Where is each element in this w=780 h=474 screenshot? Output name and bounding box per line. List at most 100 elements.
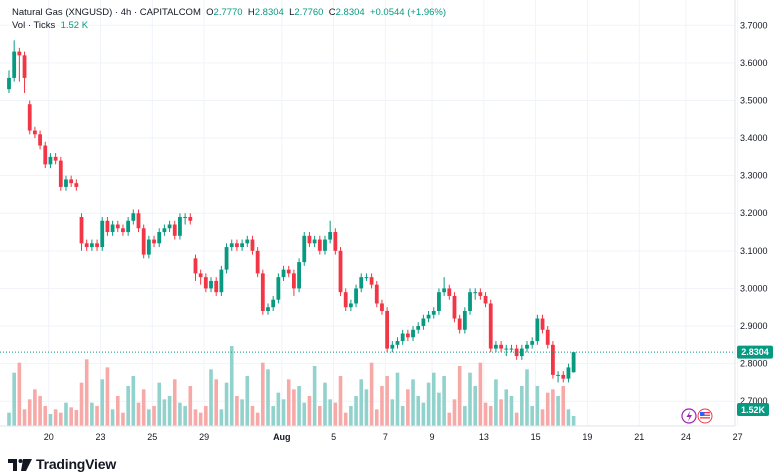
candle-body [431,310,436,315]
volume-bar [69,407,73,426]
time-tick-label: 9 [430,432,435,442]
volume-bar [509,396,514,426]
volume-bar [323,382,327,426]
volume-legend-value: 1.52 K [60,20,89,31]
volume-bar [22,409,27,426]
price-axis[interactable]: 3.7000 3.6000 3.5000 3.4000 3.3000 3.2000 3.10… [740,20,768,406]
time-tick-label: 29 [199,432,209,442]
candle-body [33,130,37,135]
price-tick-label: 3.1000 [740,246,768,256]
candle-body [141,228,146,255]
volume-bar [395,372,400,426]
candle-body [545,329,550,345]
volume-bar [198,412,203,426]
candle-body [462,310,467,330]
volume-bar [354,396,358,426]
candle-body [162,228,167,233]
open-value: 2.7770 [213,7,243,18]
volume-bar [468,372,472,426]
symbol-name[interactable]: Natural Gas (XNGUSD) [12,7,113,18]
volume-bar [110,409,115,426]
candle-body [38,134,42,146]
volume-bar [95,406,99,426]
volume-bar [245,376,250,426]
low-value: 2.7760 [294,7,324,18]
volume-bar [504,389,509,426]
candle-body [540,318,545,330]
price-tick-label: 3.5000 [740,95,768,105]
volume-bar [525,369,529,426]
volume-legend-label[interactable]: Vol · Ticks [12,20,56,31]
candle-body [473,292,478,294]
candle-body [188,217,193,221]
volume-bar [364,389,369,426]
candle-body [126,220,131,233]
candle-body [364,277,369,279]
time-axis[interactable]: 20 23 25 29 Aug 5 7 9 13 15 19 21 24 27 [44,432,743,442]
candle-body [499,344,503,349]
volume-bar [12,372,16,426]
volume-bar [499,399,503,426]
volume-bar [214,379,218,426]
candle-body [457,318,462,330]
candle-body [12,51,17,78]
volume-bar [488,406,493,426]
volume-bar [204,406,208,426]
volume-bar [442,376,446,426]
volume-bar [463,406,467,426]
candle-body [260,273,265,311]
volume-bar [90,402,94,426]
candle-body [292,273,296,289]
volume-bar [162,399,167,426]
volume-bar [318,406,322,426]
price-tick-label: 3.4000 [740,133,768,143]
candle-body [343,292,348,308]
volume-bar [43,406,48,426]
price-tick-label: 2.9000 [740,321,768,331]
candle-body [245,239,250,244]
candle-body [22,55,27,78]
volume-bar [276,392,281,426]
candle-body [437,292,441,311]
candle-body [193,258,198,274]
candle-body [203,277,208,289]
volume-legend: Vol · Ticks 1.52 K [12,20,88,31]
volume-bar [297,386,301,426]
candle-body [380,303,384,311]
candle-body [426,314,431,319]
candle-body [390,344,395,349]
volume-bar [380,386,384,426]
candle-body [483,295,488,304]
candle-body [411,329,415,338]
candle-body [7,77,11,90]
price-tick-label: 3.0000 [740,283,768,293]
volume-bar [385,376,389,426]
volume-bar [514,412,519,426]
tradingview-logo-text: TradingView [36,456,117,472]
volume-bar [271,406,275,426]
volume-bar [447,412,452,426]
time-tick-label: 13 [479,432,489,442]
candle-body [302,235,307,263]
candle-body [110,224,115,233]
candle-body [416,326,421,330]
candle-body [338,250,343,293]
us-flag-icon[interactable] [697,408,713,424]
volume-bar [147,409,151,426]
close-value: 2.8304 [335,7,365,18]
candle-body [317,239,322,251]
volume-bar [131,376,136,426]
volume-bar [478,362,483,426]
candle-body [64,179,68,187]
candle-body [69,179,74,184]
candle-body [494,344,498,349]
volume-bar [152,406,156,426]
lightning-icon[interactable] [681,408,697,424]
volume-bar [406,389,410,426]
interval-label[interactable]: 4h [120,7,132,18]
volume-bars [7,346,576,426]
candle-body [27,104,32,131]
candle-body [100,220,105,248]
tradingview-logo[interactable]: TradingView [8,456,116,472]
